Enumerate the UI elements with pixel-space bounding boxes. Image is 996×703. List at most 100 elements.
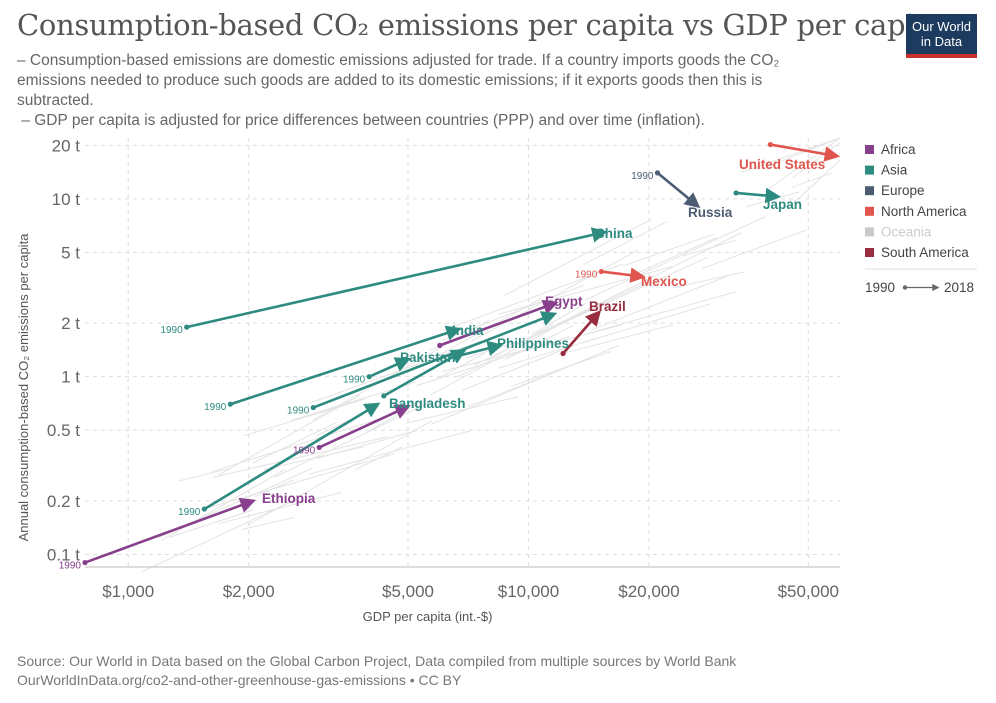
background-trajectory xyxy=(623,233,714,267)
legend-label: Europe xyxy=(881,183,925,198)
series-label: Japan xyxy=(763,197,802,212)
y-axis-title: Annual consumption-based CO₂ emissions p… xyxy=(16,233,31,542)
subtitle-line: – GDP per capita is adjusted for price d… xyxy=(17,112,705,129)
background-trajectory xyxy=(430,321,566,396)
series-line xyxy=(318,404,411,449)
series-line xyxy=(84,497,256,564)
series-line xyxy=(383,349,467,397)
background-trajectory xyxy=(213,436,389,478)
background-trajectory xyxy=(243,398,365,437)
series-label: Pakistan xyxy=(400,350,456,365)
series-start-point xyxy=(598,268,604,275)
legend-swatch xyxy=(865,227,874,237)
x-axis-title: GDP per capita (int.-$) xyxy=(363,609,493,624)
series-label: China xyxy=(595,226,633,241)
start-year-label: 1990 xyxy=(631,171,654,182)
series-start-point xyxy=(366,374,372,380)
background-trajectory xyxy=(674,271,745,288)
background-trajectory xyxy=(441,284,584,341)
background-trajectory xyxy=(682,239,736,257)
background-trajectory xyxy=(430,344,620,425)
series-start-point xyxy=(767,141,773,148)
background-trajectory xyxy=(254,479,294,498)
series-start-point xyxy=(654,170,661,176)
legend-swatch xyxy=(865,165,874,175)
background-trajectory xyxy=(141,497,300,573)
subtitle-line: – Consumption-based emissions are domest… xyxy=(17,52,780,69)
series-start-point xyxy=(82,559,88,566)
background-trajectory xyxy=(316,430,418,459)
series-label: United States xyxy=(739,157,825,172)
background-trajectory xyxy=(470,249,639,342)
subtitle-line: emissions needed to produce such goods a… xyxy=(17,72,763,89)
series-start-point xyxy=(184,324,190,330)
chart-title: Consumption-based CO₂ emissions per capi… xyxy=(17,8,943,42)
series-start-point xyxy=(310,404,316,411)
background-trajectory xyxy=(503,218,653,297)
y-tick-label: 0.1 t xyxy=(47,545,80,564)
start-year-label: 1990 xyxy=(293,445,316,456)
series-label: India xyxy=(452,323,484,338)
background-trajectory xyxy=(558,324,673,356)
background-trajectory xyxy=(497,336,603,369)
x-tick-label: $2,000 xyxy=(223,582,275,601)
background-trajectory xyxy=(354,446,402,471)
background-trajectory xyxy=(252,421,337,464)
background-trajectory xyxy=(788,159,841,208)
x-tick-label: $5,000 xyxy=(382,582,434,601)
y-tick-label: 5 t xyxy=(61,243,80,262)
legend-label: Asia xyxy=(881,163,908,178)
series-label: Philippines xyxy=(497,336,569,351)
series-label: Mexico xyxy=(641,274,687,289)
x-tick-label: $1,000 xyxy=(102,582,154,601)
legend-label: Africa xyxy=(881,142,916,157)
y-tick-label: 2 t xyxy=(61,314,80,333)
legend-swatch xyxy=(865,206,874,216)
y-tick-label: 0.2 t xyxy=(47,492,80,511)
start-year-label: 1990 xyxy=(59,561,82,572)
legend-label: Oceania xyxy=(881,224,932,239)
series-line xyxy=(601,267,646,283)
background-trajectory xyxy=(701,229,807,270)
legend-swatch xyxy=(865,145,874,154)
background-trajectory xyxy=(242,516,295,530)
owid-logo[interactable]: Our World in Data xyxy=(906,14,977,58)
start-year-label: 1990 xyxy=(178,507,201,518)
footer: Source: Our World in Data based on the G… xyxy=(17,652,736,690)
series-line xyxy=(186,227,608,329)
series-label: Russia xyxy=(688,205,733,220)
y-tick-label: 20 t xyxy=(52,136,81,155)
start-year-label: 1990 xyxy=(160,325,183,336)
series-line xyxy=(770,143,841,162)
background-trajectory xyxy=(510,351,612,388)
background-trajectory xyxy=(457,359,492,378)
series-start-point xyxy=(381,393,387,399)
series-label: Ethiopia xyxy=(262,491,316,506)
background-trajectory xyxy=(263,446,364,471)
logo-line: Our World xyxy=(912,19,971,34)
background-trajectory xyxy=(473,279,653,366)
legend-swatch xyxy=(865,248,874,257)
x-tick-label: $50,000 xyxy=(778,582,839,601)
background-trajectory xyxy=(633,236,718,275)
legend-end-year: 2018 xyxy=(944,280,974,295)
background-trajectory xyxy=(461,344,576,391)
background-trajectory xyxy=(741,137,841,173)
background-trajectory xyxy=(219,491,342,524)
y-tick-label: 10 t xyxy=(52,190,81,209)
start-year-label: 1990 xyxy=(287,406,310,417)
background-trajectory xyxy=(531,302,586,335)
series-label: Brazil xyxy=(589,299,626,314)
source-note: Source: Our World in Data based on the G… xyxy=(17,653,737,669)
background-trajectory xyxy=(591,274,730,331)
background-trajectory xyxy=(581,303,711,344)
series-line xyxy=(312,311,558,409)
source-url[interactable]: OurWorldInData.org/co2-and-other-greenho… xyxy=(17,672,462,688)
background-trajectory xyxy=(160,468,286,542)
series-start-point xyxy=(437,342,443,348)
background-trajectory xyxy=(217,394,361,476)
background-trajectory xyxy=(582,291,737,336)
series-label: Egypt xyxy=(545,294,583,309)
background-trajectory xyxy=(583,220,668,265)
